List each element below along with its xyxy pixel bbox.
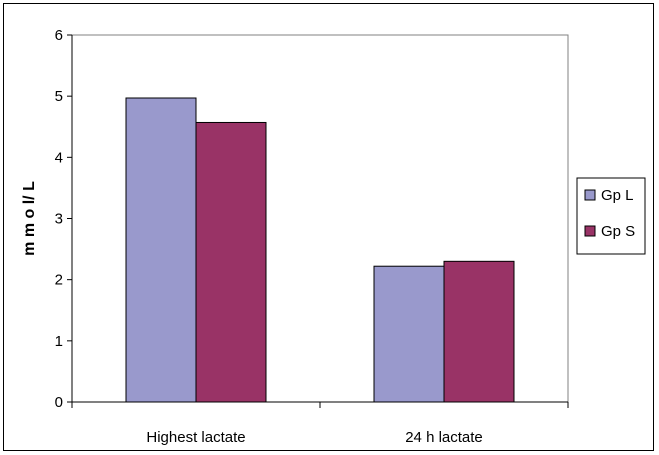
y-tick-label: 0 <box>55 394 63 411</box>
bars <box>125 97 515 403</box>
legend-swatch <box>584 225 596 237</box>
y-tick-label: 6 <box>55 27 63 44</box>
y-tick-label: 5 <box>55 88 63 105</box>
x-axis-ticks: Highest lactate 24 h lactate <box>71 402 569 446</box>
y-tick-label: 2 <box>55 272 63 289</box>
legend-label: Gp S <box>601 223 635 240</box>
y-tick-label: 1 <box>55 333 63 350</box>
legend-label: Gp L <box>601 187 634 204</box>
y-tick-label: 4 <box>55 149 63 166</box>
bar-gp-s-1 <box>443 260 515 403</box>
y-tick-label: 3 <box>55 211 63 228</box>
x-tick-label: 24 h lactate <box>405 429 483 446</box>
legend-swatch <box>584 189 596 201</box>
legend: Gp L Gp S <box>576 177 646 255</box>
bar-gp-l-1 <box>373 265 445 403</box>
bar-gp-s-0 <box>195 121 267 403</box>
x-tick-label: Highest lactate <box>146 429 245 446</box>
y-axis-title: m m o l/ L <box>21 181 38 256</box>
bar-gp-l-0 <box>125 97 197 403</box>
